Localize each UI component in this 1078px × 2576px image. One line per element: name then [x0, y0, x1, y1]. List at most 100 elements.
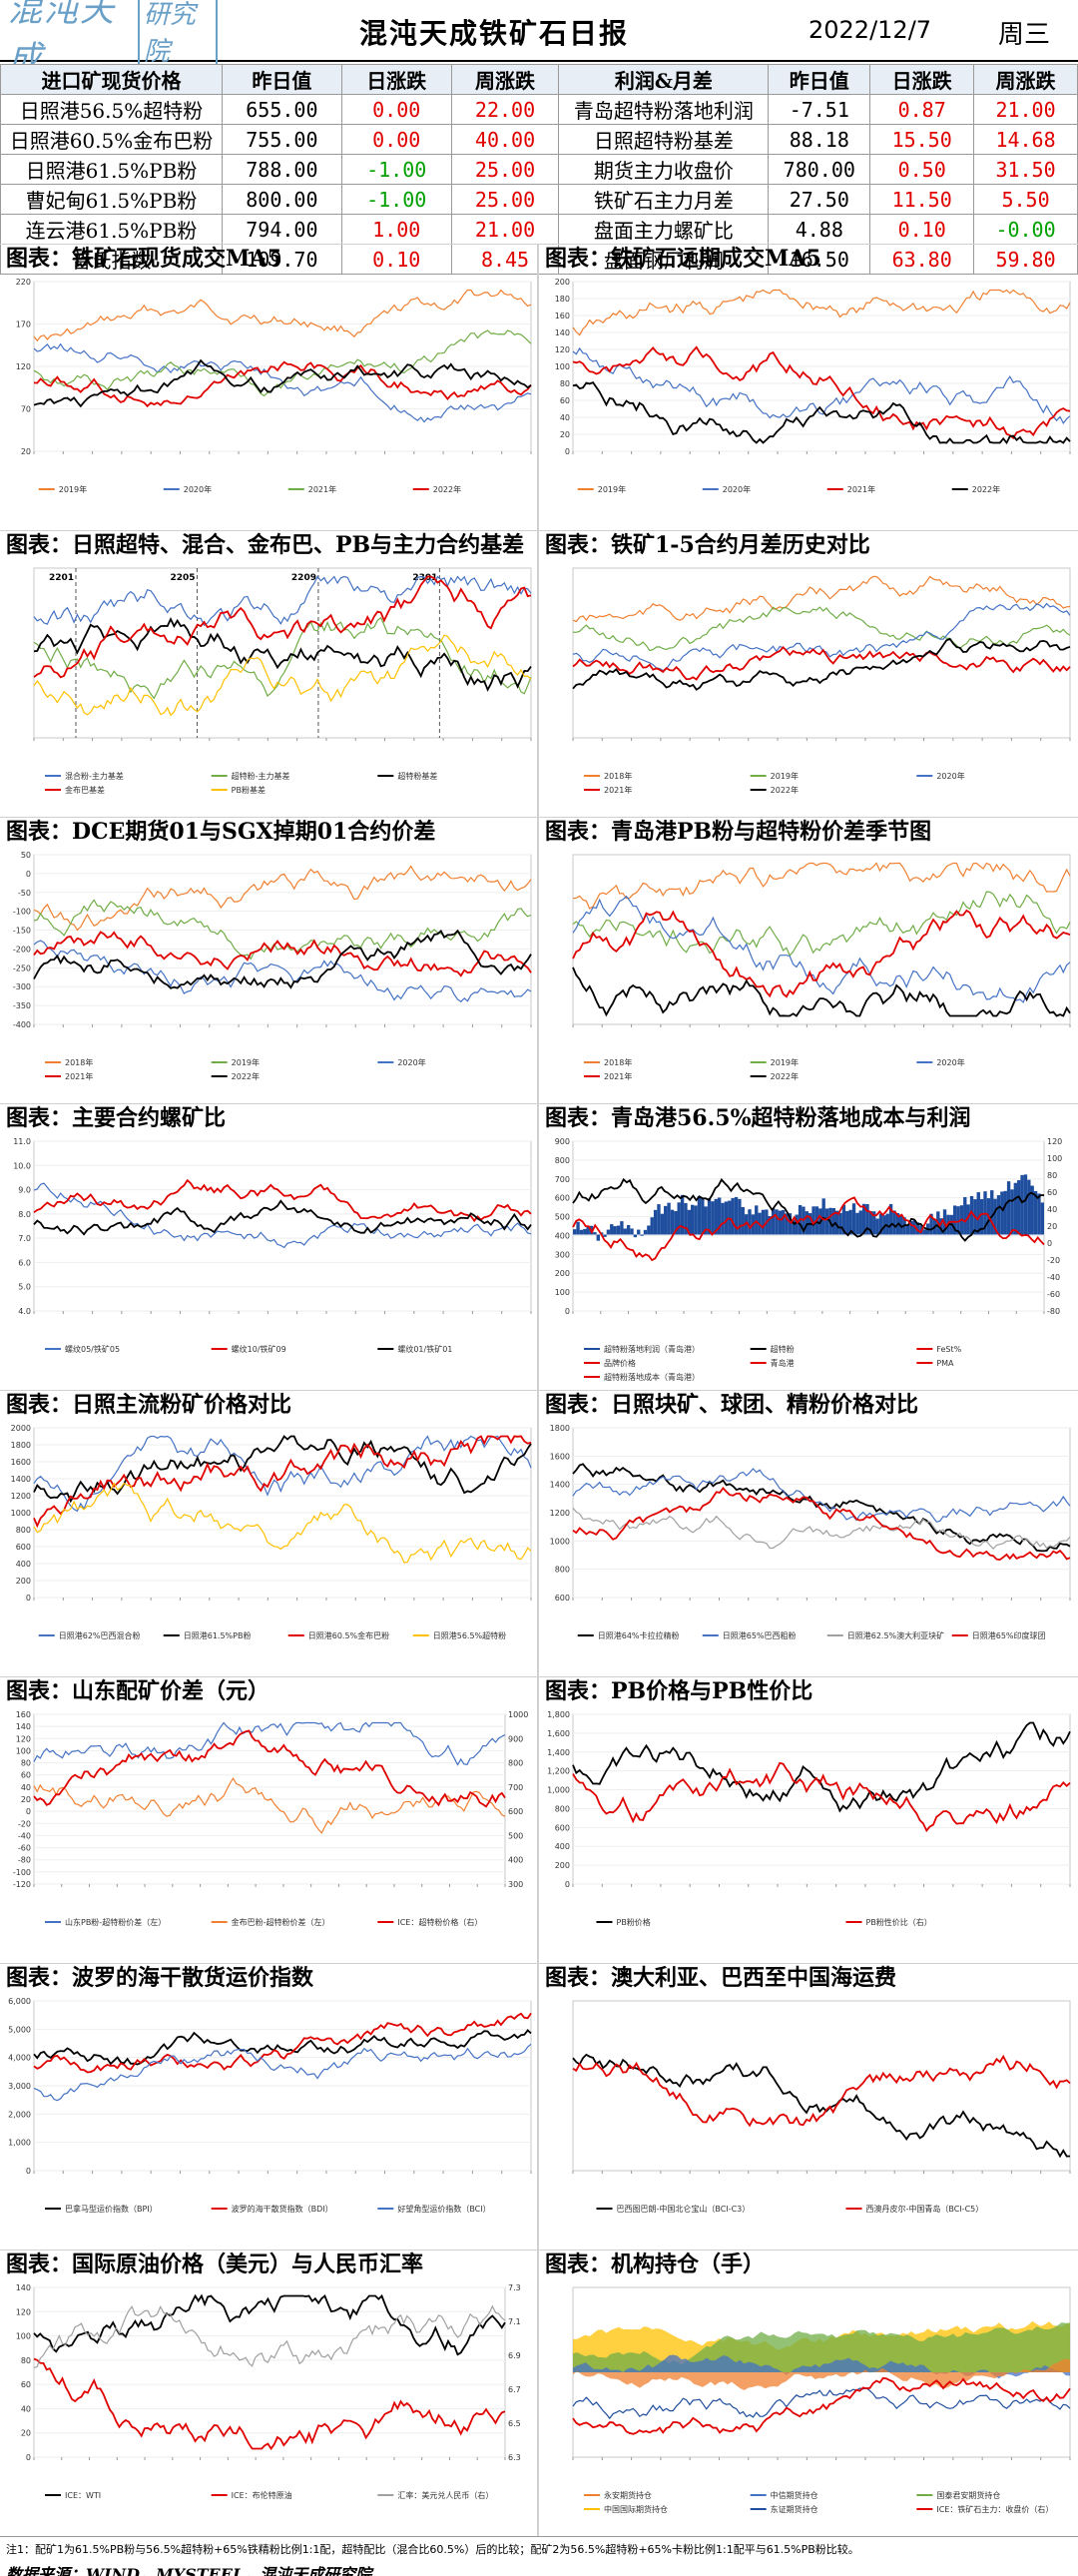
profit-bar — [691, 1204, 695, 1235]
table-header-cell: 昨日值 — [768, 64, 871, 95]
chart-area: 200 180 160 140 120 100 80 60 40 20 0 2019年 2020年 202… — [539, 274, 1078, 529]
legend-label: PMA — [936, 1359, 954, 1368]
y-tick-label: 1600 — [550, 1452, 570, 1461]
chart-area: 900 800 700 600 500 400 300 200 100 0 120 100 80 60 40… — [539, 1133, 1078, 1389]
legend-label: 2019年 — [771, 771, 799, 781]
series-line — [33, 634, 532, 717]
profit-bar — [811, 1206, 815, 1235]
chart-area: 1800 1600 1400 1200 1000 800 600 日照港64%卡拉拉精粉 日照港… — [539, 1420, 1078, 1675]
legend-label: 国泰君安期货持仓 — [936, 2490, 1000, 2500]
plot-frame — [33, 854, 532, 1025]
position-area — [573, 2322, 1070, 2372]
profit-bar — [768, 1216, 772, 1235]
profit-bar — [650, 1217, 654, 1235]
chart-area: 2018年 2019年 2020年 2021年 2022年 — [539, 847, 1078, 1102]
row-day-change: 15.50 — [869, 124, 975, 155]
chart-svg: 140 120 100 80 60 40 20 0 7.3 7.1 6.9 6.7 6.5 6.3 ICE：… — [16, 2283, 521, 2500]
contract-annotation: 2209 — [291, 573, 316, 583]
series-line — [572, 645, 1071, 681]
plot-frame — [33, 1140, 532, 1312]
chart-area: 2000 1800 1600 1400 1200 1000 800 600 400 200 0 日照港… — [0, 1420, 539, 1675]
chart-title: 图表：铁矿1-5合约月差历史对比 — [545, 532, 870, 558]
y-tick-label: 1,200 — [547, 1767, 570, 1776]
chart-area: 6,000 5,000 4,000 3,000 2,000 1,000 0 巴拿马型运价指数（… — [0, 1993, 539, 2249]
legend-label: 2019年 — [598, 484, 626, 494]
y-tick-label: 0 — [565, 1307, 570, 1316]
chart-title: 图表：日照块矿、球团、精粉价格对比 — [545, 1392, 919, 1418]
table-header-cell: 周涨跌 — [973, 64, 1078, 95]
legend-label: 超特粉-主力基差 — [232, 771, 290, 781]
y-tick-label: 50 — [21, 851, 31, 860]
legend-label: 2021年 — [65, 1071, 93, 1081]
series-line — [572, 909, 1071, 998]
row-separator — [0, 244, 1078, 245]
row-week-change: 21.00 — [450, 214, 560, 245]
y-tick-label: 1000 — [550, 1537, 570, 1546]
profit-bar — [939, 1218, 943, 1235]
y-tick-label: 500 — [555, 1213, 570, 1222]
y-tick-label: 800 — [555, 1566, 570, 1575]
profit-bar — [990, 1190, 994, 1235]
y-tick-label: 70 — [21, 405, 31, 414]
legend-label: 日照港65%印度球团 — [972, 1630, 1046, 1640]
row-week-change: 25.00 — [450, 184, 560, 215]
legend-label: 日照港60.5%金布巴粉 — [308, 1630, 389, 1640]
y-tick-label: 140 — [555, 328, 570, 337]
series-line — [572, 966, 1071, 1017]
profit-bar — [966, 1204, 970, 1235]
profit-bar — [1030, 1185, 1034, 1235]
series-line — [33, 2293, 506, 2356]
series-line — [33, 865, 532, 932]
plot-frame — [572, 854, 1071, 1025]
profit-bar — [805, 1211, 808, 1235]
series-line — [33, 289, 532, 342]
legend-label: 东证期货持仓 — [771, 2504, 818, 2514]
legend-label: 2018年 — [604, 771, 632, 781]
legend-label: 好望角型运价指数（BCI） — [397, 2204, 490, 2214]
profit-bar — [596, 1234, 600, 1241]
chart-svg: 2000180016001400120010008006004002000日照港… — [11, 1424, 532, 1640]
profit-bar — [653, 1209, 658, 1235]
chart-title: 图表：铁矿石现货成交MA5 — [6, 246, 282, 272]
y-tick-label: 4.0 — [18, 1307, 31, 1316]
y-tick-label: 200 — [16, 1577, 31, 1586]
y-tick-label: 5,000 — [8, 2025, 31, 2034]
chart-title: 图表：日照超特、混合、金布巴、PB与主力合约基差 — [6, 532, 525, 558]
legend-label: ICE：WTI — [65, 2491, 101, 2500]
legend-label: 日照港62.5%澳大利亚块矿 — [847, 1630, 944, 1640]
profit-bar — [583, 1228, 587, 1235]
profit-bar — [606, 1229, 611, 1235]
legend-label: 2021年 — [308, 484, 336, 494]
y-tick-label: 1,800 — [547, 1710, 570, 1719]
profit-bar — [878, 1213, 883, 1235]
profit-bar — [633, 1234, 638, 1238]
series-line — [33, 2357, 506, 2451]
profit-bar — [778, 1210, 783, 1235]
legend-label: 超特粉落地成本（青岛港） — [604, 1372, 700, 1382]
profit-bar — [834, 1210, 839, 1235]
table-header-cell: 利润&月差 — [558, 64, 770, 95]
row-value: 800.00 — [221, 184, 342, 215]
series-line — [572, 2054, 1071, 2128]
chart-area: 11.0 10.0 9.0 8.0 7.0 6.0 5.0 4.0 螺纹05/铁矿05 螺纹10/… — [0, 1133, 539, 1389]
profit-bar — [620, 1221, 624, 1235]
profit-bar — [1003, 1190, 1007, 1235]
profit-bar — [603, 1234, 607, 1237]
y-tick-label: 200 — [555, 1269, 570, 1278]
profit-bar — [1006, 1181, 1011, 1235]
y-tick-label: 20 — [21, 447, 31, 456]
series-line — [33, 1199, 532, 1236]
chart-panel: 图表：PB价格与PB性价比 1,800 1,600 1,400 1,200 1,000 80… — [539, 1676, 1078, 1963]
profit-bar — [748, 1209, 752, 1235]
row-week-change: 59.80 — [973, 244, 1078, 275]
profit-bar — [922, 1229, 926, 1235]
y-tick-label: 3,000 — [8, 2082, 31, 2091]
chart-svg: 9008007006005004003002001000120100806040… — [555, 1137, 1063, 1382]
profit-bar — [821, 1198, 825, 1235]
profit-bar — [858, 1210, 862, 1235]
y-tick-label-right: 7.3 — [508, 2283, 521, 2292]
profit-bar — [782, 1209, 786, 1235]
legend-label: 2021年 — [604, 1071, 632, 1081]
series-line — [572, 346, 1071, 425]
logo-text: 混沌天成 — [8, 0, 116, 79]
